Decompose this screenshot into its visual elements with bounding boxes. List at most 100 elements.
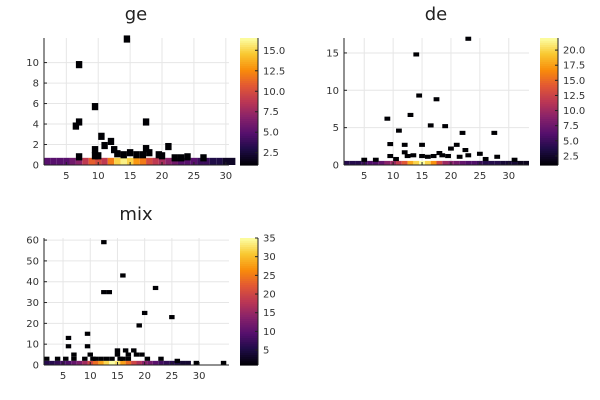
heatmap-cell: [419, 153, 425, 159]
heatmap-cell: [63, 356, 69, 361]
colorbar-segment: [540, 67, 558, 71]
heatmap-cell: [122, 348, 129, 353]
heatmap-cell: [91, 146, 99, 154]
colorbar-segment: [240, 358, 258, 362]
colorbar-segment: [240, 278, 258, 281]
heatmap-cell: [98, 132, 105, 140]
colorbar-segment: [240, 67, 258, 71]
colorbar-segment: [240, 112, 258, 115]
y-tick-label: 10: [326, 86, 339, 97]
heatmap-cell: [146, 157, 153, 165]
colorbar-segment: [540, 73, 558, 77]
colorbar-segment: [240, 52, 258, 56]
colorbar-segment: [540, 107, 558, 111]
colorbar-segment: [540, 118, 558, 122]
heatmap-cell: [430, 160, 437, 165]
heatmap-cell: [125, 360, 132, 365]
colorbar-segment: [540, 139, 558, 143]
colorbar-segment: [240, 331, 258, 334]
colorbar-segment: [240, 326, 258, 330]
colorbar-segment: [240, 156, 258, 160]
colorbar-segment: [540, 50, 558, 54]
heatmap-cell: [165, 142, 172, 151]
colorbar-segment: [240, 137, 258, 141]
colorbar-tick-label: 20: [263, 290, 276, 301]
heatmap-cell: [65, 344, 72, 349]
y-tick-label: 0: [333, 161, 339, 172]
heatmap-ge: ge 5 10 15 20 25 30 0 2 4 6 8 10 2.5 5.0 7.5 10.0 12.5 15.…: [26, 4, 285, 182]
heatmap-cell: [488, 160, 495, 165]
heatmap-cell: [190, 157, 198, 165]
heatmap-cell: [114, 157, 121, 165]
colorbar-segment: [540, 59, 558, 62]
heatmap-cell: [396, 160, 402, 165]
heatmap-cell: [413, 52, 420, 57]
heatmap-cell: [372, 157, 379, 162]
heatmap-cell: [433, 97, 440, 102]
colorbar-segment: [240, 73, 258, 77]
heatmap-cell: [436, 160, 443, 165]
heatmap-cell: [136, 360, 142, 365]
colorbar-segment: [240, 99, 258, 103]
colorbar-segment: [240, 246, 258, 250]
heatmap-cell: [413, 160, 420, 165]
heatmap-cell: [120, 356, 126, 361]
heatmap-cell: [109, 360, 115, 365]
heatmap-cell: [355, 160, 362, 165]
heatmap-cell: [396, 128, 402, 133]
colorbar-segment: [240, 114, 258, 117]
heatmap-cell: [69, 157, 76, 165]
colorbar-segment: [240, 65, 258, 69]
colorbar-segment: [240, 252, 258, 256]
heatmap-cell: [101, 240, 107, 245]
colorbar-segment: [240, 259, 258, 262]
heatmap-cell: [131, 360, 137, 365]
x-tick-label: 15: [111, 371, 124, 382]
colorbar-segment: [540, 162, 558, 166]
colorbar-tick-label: 7.5: [563, 121, 579, 132]
colorbar-segment: [240, 341, 258, 345]
heatmap-cell: [101, 157, 108, 165]
colorbar-segment: [540, 54, 558, 58]
colorbar-segment: [240, 109, 258, 113]
y-tick-label: 15: [326, 48, 339, 59]
heatmap-cell: [185, 360, 191, 365]
colorbar-segment: [240, 103, 258, 107]
heatmap-cell: [465, 36, 472, 41]
heatmap-cell: [416, 93, 423, 98]
colorbar-segment: [240, 145, 258, 149]
colorbar-segment: [240, 50, 258, 54]
heatmap-cell: [82, 360, 88, 365]
heatmap-cell: [169, 315, 175, 320]
colorbar-segment: [240, 97, 258, 100]
heatmap-cell: [482, 156, 489, 162]
colorbar-tick-label: 15.0: [263, 46, 285, 57]
colorbar-segment: [240, 267, 258, 271]
colorbar-segment: [540, 78, 558, 81]
x-tick-label: 5: [63, 171, 69, 182]
colorbar-segment: [240, 120, 258, 124]
colorbar-tick-label: 35: [263, 234, 276, 245]
colorbar-segment: [540, 95, 558, 98]
heatmap-cell: [482, 160, 489, 165]
heatmap-cell: [424, 154, 431, 159]
colorbar-segment: [240, 44, 258, 48]
heatmap-cell: [471, 160, 477, 165]
colorbar-segment: [240, 126, 258, 130]
y-tick-label: 10: [26, 340, 39, 351]
colorbar-segment: [240, 295, 258, 298]
colorbar-segment: [240, 354, 258, 358]
heatmap-cell: [91, 103, 99, 111]
heatmap-cell: [193, 360, 200, 365]
colorbar-segment: [240, 101, 258, 105]
heatmap-cell: [125, 356, 132, 361]
heatmap-cell: [72, 122, 80, 130]
heatmap-cell: [84, 344, 91, 349]
x-tick-label: 15: [124, 171, 137, 182]
heatmap-cell: [133, 151, 140, 159]
heatmap-cell: [120, 151, 127, 159]
heatmap-cell: [387, 142, 394, 147]
colorbar-segment: [240, 59, 258, 62]
heatmap-cell: [384, 116, 391, 121]
